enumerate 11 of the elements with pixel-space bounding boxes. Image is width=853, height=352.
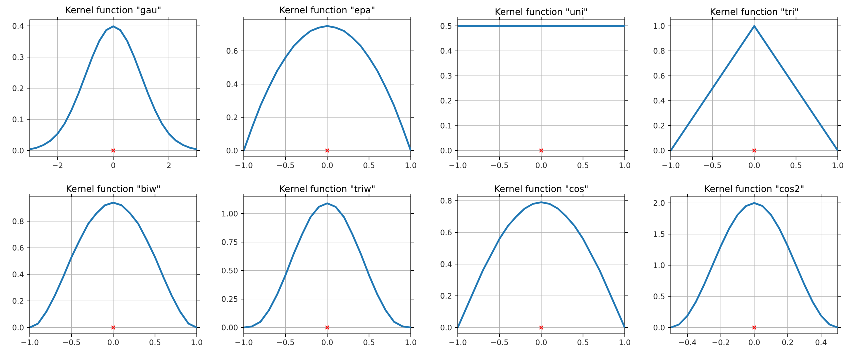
chart-title: Kernel function "epa" bbox=[280, 6, 375, 16]
chart-title: Kernel function "triw" bbox=[280, 185, 375, 192]
line-series bbox=[30, 202, 197, 329]
chart-title: Kernel function "cos" bbox=[495, 185, 588, 192]
chart-title: Kernel function "cos2" bbox=[705, 185, 804, 192]
chart-title: Kernel function "uni" bbox=[496, 8, 588, 16]
line-series bbox=[244, 202, 412, 329]
chart-title: Kernel function "gau" bbox=[66, 6, 161, 16]
chart-title: Kernel function "tri" bbox=[711, 8, 798, 16]
chart-title: Kernel function "biw" bbox=[67, 185, 160, 192]
line-series bbox=[244, 25, 412, 152]
